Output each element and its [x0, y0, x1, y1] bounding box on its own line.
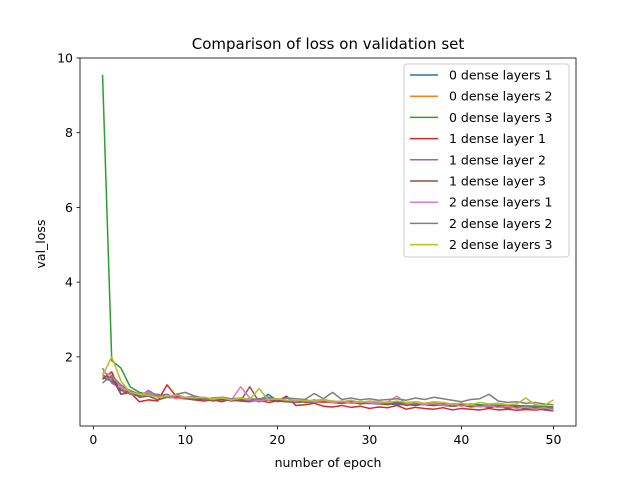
x-axis-title: number of epoch: [275, 455, 382, 470]
y-tick-label: 8: [65, 125, 73, 140]
legend-label-1: 0 dense layers 1: [449, 68, 552, 83]
legend-label-8: 2 dense layers 2: [449, 216, 552, 231]
legend-label-6: 1 dense layer 3: [449, 174, 546, 189]
y-tick-label: 2: [65, 349, 73, 364]
y-tick-label: 10: [57, 51, 73, 66]
legend-label-2: 0 dense layers 2: [449, 89, 552, 104]
plot-frame: [79, 57, 577, 427]
y-tick-label: 6: [65, 200, 73, 215]
legend-label-7: 2 dense layers 1: [449, 195, 552, 210]
series-line-7: [102, 371, 554, 411]
chart-title: Comparison of loss on validation set: [192, 35, 465, 53]
x-tick-label: 40: [453, 432, 469, 447]
legend-label-3: 0 dense layers 3: [449, 110, 552, 125]
x-tick-label: 10: [177, 432, 193, 447]
legend-box: [403, 63, 570, 258]
legend-label-5: 1 dense layer 2: [449, 152, 546, 167]
series-line-9: [101, 356, 554, 407]
x-tick-label: 0: [89, 432, 97, 447]
x-tick-label: 50: [546, 432, 562, 447]
y-tick-label: 4: [65, 275, 73, 290]
x-tick-label: 20: [269, 432, 285, 447]
x-tick-label: 30: [361, 432, 377, 447]
legend: 0 dense layers 1 0 dense layers 2 0 dense …: [403, 63, 570, 258]
plot-area: 0 10 20 30 40 50 2 4 6 8 10: [57, 51, 577, 447]
legend-label-4: 1 dense layer 1: [449, 131, 546, 146]
series-line-4: [102, 371, 554, 412]
y-axis-title: val_loss: [33, 220, 48, 269]
series-line-8: [102, 374, 554, 406]
legend-label-9: 2 dense layers 3: [449, 237, 552, 252]
